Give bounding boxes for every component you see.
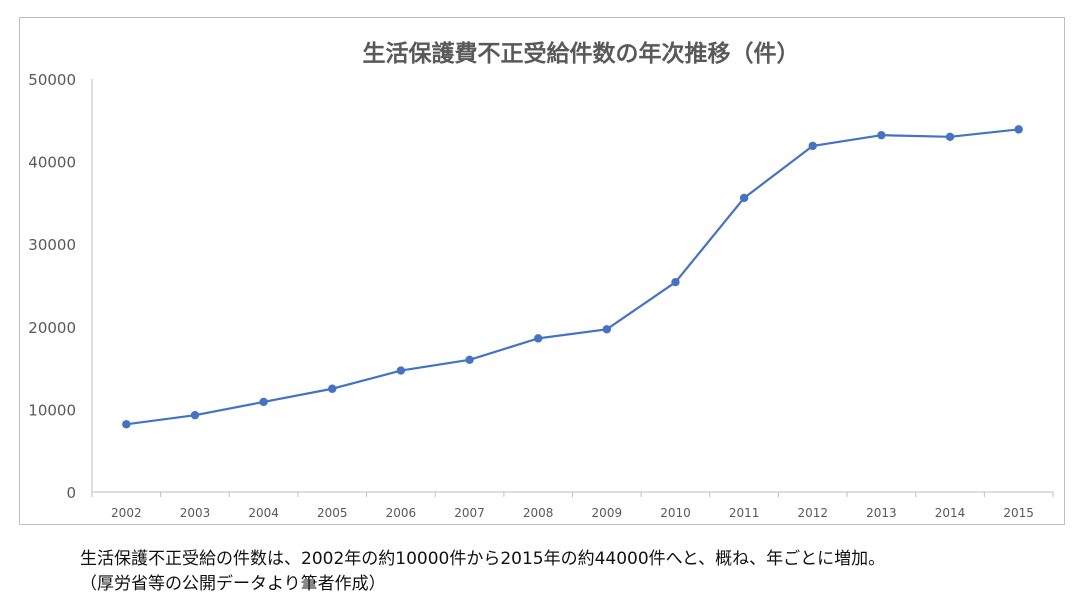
chart-title: 生活保護費不正受給件数の年次推移（件） [363, 40, 800, 67]
x-tick-label: 2011 [729, 506, 760, 520]
y-tick-label: 10000 [28, 401, 76, 419]
data-point [259, 397, 268, 407]
x-tick-label: 2005 [317, 506, 348, 520]
y-tick-label: 0 [66, 484, 76, 502]
data-point [602, 325, 612, 334]
data-point [945, 132, 955, 142]
data-point [396, 366, 406, 375]
x-tick-label: 2008 [523, 506, 554, 520]
y-tick-label: 50000 [28, 71, 76, 89]
x-tick-label: 2004 [248, 506, 279, 520]
data-point [465, 355, 474, 365]
data-point [122, 420, 131, 429]
x-tick-label: 2006 [386, 506, 417, 520]
line-chart: 生活保護費不正受給件数の年次推移（件） 0 10000 20000 30000 4000… [28, 40, 1054, 520]
data-point [1014, 125, 1023, 134]
caption-summary: 生活保護不正受給の件数は、2002年の約10000件から2015年の約44000… [80, 549, 886, 569]
x-tick-label: 2010 [660, 506, 691, 520]
caption-source: （厚労省等の公開データより筆者作成） [80, 574, 386, 594]
data-point [671, 277, 680, 287]
x-tick-label: 2002 [111, 506, 142, 520]
x-tick-label: 2009 [592, 506, 623, 520]
data-point [739, 193, 749, 203]
y-tick-label: 20000 [28, 319, 76, 337]
data-point [877, 130, 886, 140]
x-tick-label: 2014 [935, 506, 966, 520]
x-tick-label: 2007 [454, 506, 485, 520]
y-tick-label: 30000 [28, 236, 76, 254]
data-point [808, 141, 817, 151]
series-line [126, 128, 1019, 426]
x-tick-label: 2003 [180, 506, 211, 520]
x-tick-label: 2015 [1003, 506, 1034, 520]
y-tick-label: 40000 [28, 154, 76, 172]
data-point [533, 334, 543, 343]
chart-frame [19, 17, 1065, 525]
x-tick-label: 2013 [866, 506, 897, 520]
x-tick-label: 2012 [797, 506, 828, 520]
data-point [328, 384, 337, 393]
data-point [190, 410, 200, 420]
